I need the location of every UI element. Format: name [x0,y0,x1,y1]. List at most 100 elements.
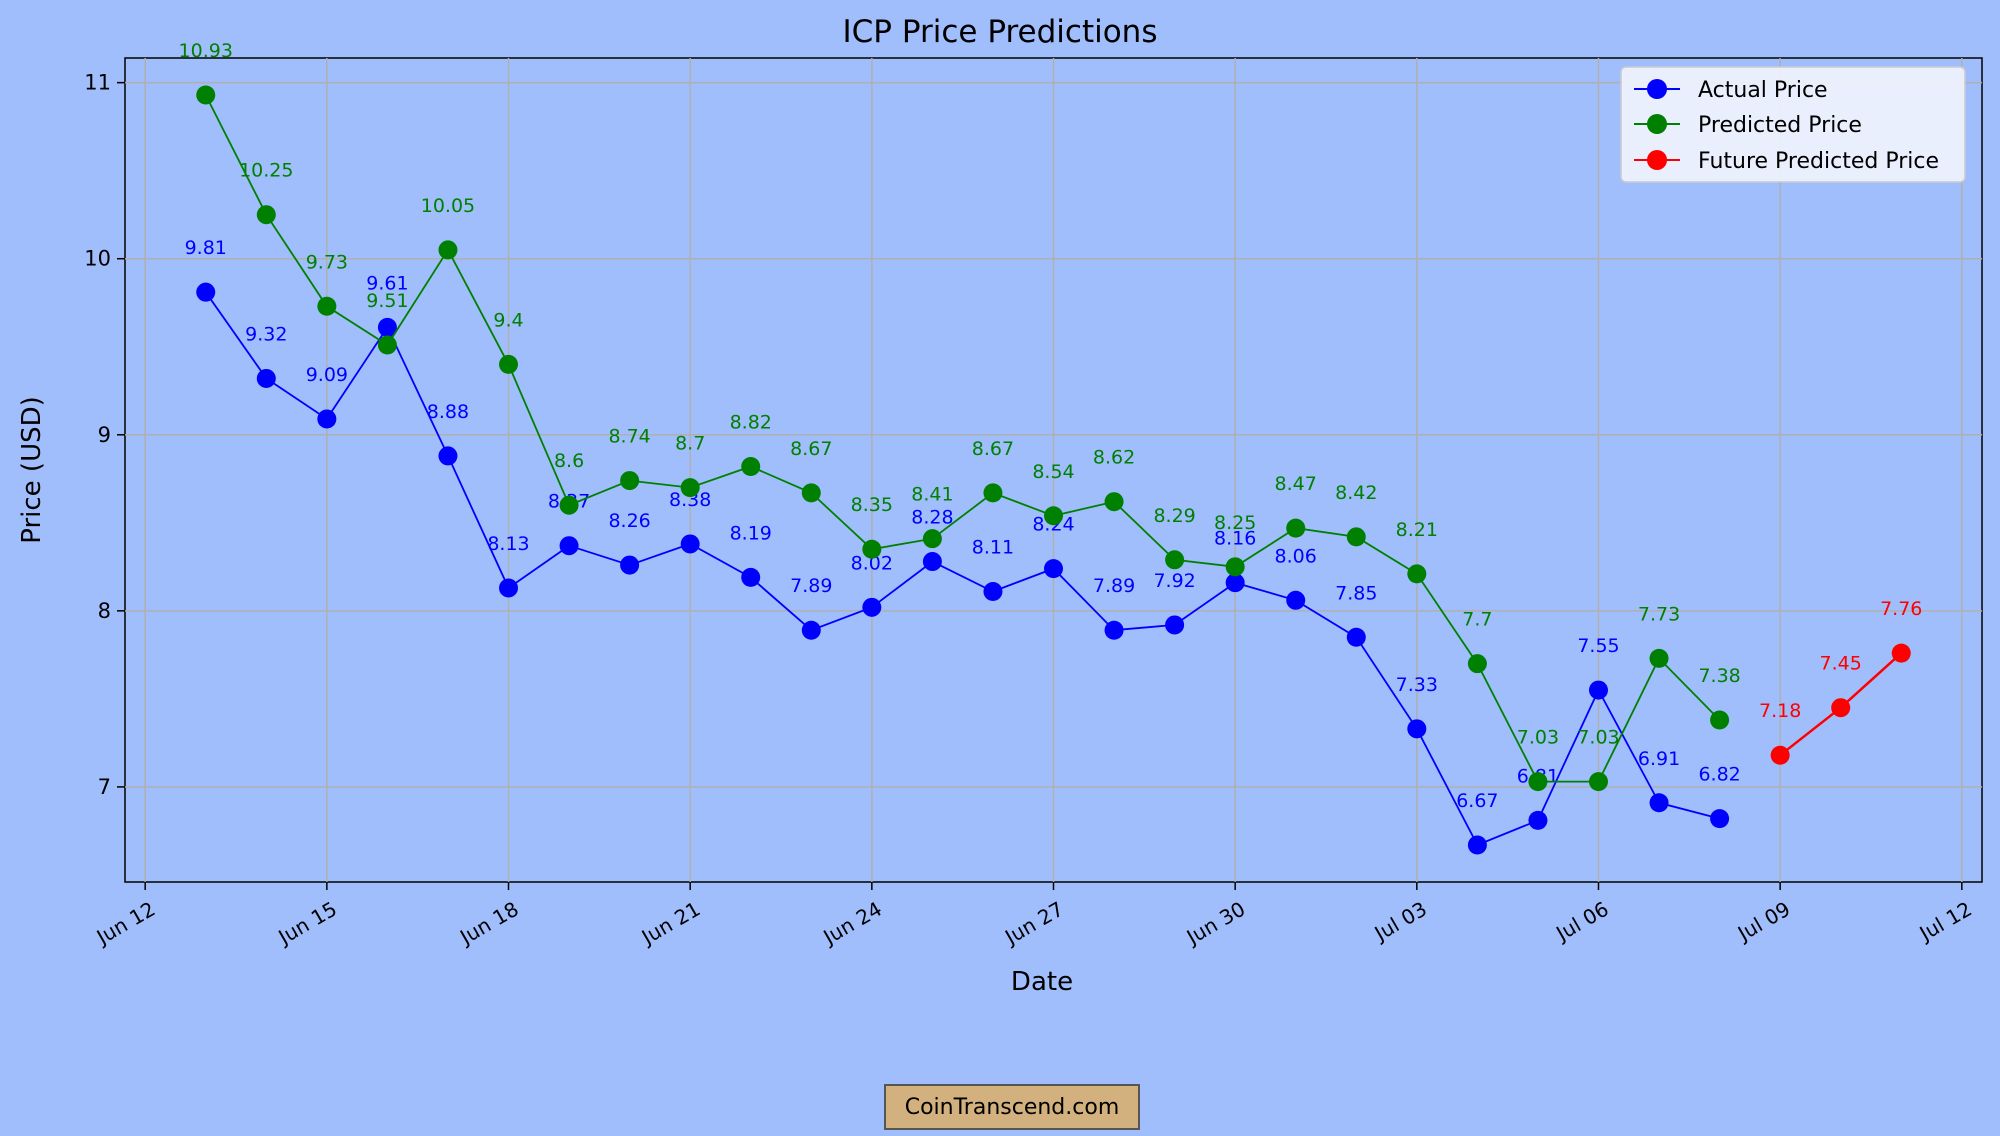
data-point [438,446,458,466]
data-point [1346,527,1366,547]
data-point [1286,518,1306,538]
data-point [1165,550,1185,570]
data-label: 8.41 [911,484,953,506]
data-point [499,354,519,374]
y-tick-label: 7 [98,775,111,799]
data-point [1407,564,1427,584]
data-point [1528,772,1548,792]
data-point [196,85,216,105]
data-point [1104,620,1124,640]
data-point [741,567,761,587]
x-tick-label: Jun 12 [91,897,159,950]
x-tick-label: Jul 12 [1914,897,1976,947]
data-label: 8.7 [675,433,705,455]
data-label: 8.29 [1153,505,1195,527]
data-label: 7.55 [1577,635,1619,657]
x-tick-label: Jun 18 [454,897,522,950]
data-label: 7.89 [1093,575,1135,597]
data-label: 8.67 [972,438,1014,460]
y-tick-label: 10 [84,247,111,271]
data-point [922,529,942,549]
data-label: 7.76 [1880,598,1922,620]
data-label: 8.25 [1214,512,1256,534]
data-point [922,552,942,572]
legend-entry-predicted: Predicted Price [1634,113,1862,138]
series-1: 10.93 10.25 9.73 9.51 10.05 9.4 8.6 8.74 8.7 8.82… [179,40,1741,792]
data-point [1831,698,1851,718]
x-tick-label: Jun 15 [273,897,341,950]
data-label: 8.28 [911,507,953,529]
x-tick-label: Jul 06 [1550,897,1612,947]
data-point [1710,809,1730,829]
data-point [1891,643,1911,663]
data-point [256,205,276,225]
data-point [1165,615,1185,635]
data-point [1467,835,1487,855]
data-point [862,539,882,559]
data-label: 10.93 [179,40,233,62]
data-point [620,471,640,491]
data-label: 8.26 [608,510,650,532]
data-point [1225,557,1245,577]
legend-label-future: Future Predicted Price [1698,149,1939,174]
watermark-badge: CoinTranscend.com [884,1084,1140,1130]
y-tick-label: 9 [98,423,111,447]
data-label: 6.67 [1456,790,1498,812]
data-point [317,409,337,429]
data-point [317,296,337,316]
data-label: 7.03 [1577,727,1619,749]
data-point [1528,810,1548,830]
data-point [559,495,579,515]
data-label: 8.67 [790,438,832,460]
data-label: 7.89 [790,575,832,597]
data-point [801,620,821,640]
data-point [1710,710,1730,730]
data-label: 8.21 [1396,519,1438,541]
series-2: 7.18 7.45 7.76 [1759,598,1922,765]
legend-label-actual: Actual Price [1698,78,1828,103]
data-label: 8.42 [1335,482,1377,504]
data-point [438,240,458,260]
y-axis-label: Price (USD) [17,396,47,544]
x-tick-label: Jun 21 [636,897,704,950]
data-label: 8.35 [851,494,893,516]
data-label: 7.45 [1820,653,1862,675]
data-point [1770,745,1790,765]
data-label: 7.92 [1153,570,1195,592]
data-point [680,534,700,554]
data-label: 8.82 [730,411,772,433]
y-tick-label: 11 [84,71,111,95]
data-point [1588,680,1608,700]
data-point [741,456,761,476]
x-tick-label: Jul 03 [1369,897,1431,947]
data-point [862,597,882,617]
data-point [801,483,821,503]
data-point [377,335,397,355]
data-point [680,478,700,498]
y-tick-label: 8 [98,599,111,623]
x-tick-label: Jun 30 [1181,897,1249,950]
data-label: 9.09 [306,364,348,386]
data-label: 9.61 [366,272,408,294]
data-point [1649,793,1669,813]
data-point [1588,772,1608,792]
data-point [256,368,276,388]
data-label: 7.85 [1335,582,1377,604]
legend-label-predicted: Predicted Price [1698,113,1862,138]
data-point [1407,719,1427,739]
data-point [499,578,519,598]
series-line [204,94,1721,783]
data-label: 7.7 [1462,609,1492,631]
data-point [620,555,640,575]
data-label: 7.73 [1638,603,1680,625]
data-label: 8.13 [487,533,529,555]
data-label: 7.33 [1396,674,1438,696]
data-point [1346,627,1366,647]
data-label: 9.73 [306,251,348,273]
data-label: 8.06 [1275,545,1317,567]
data-label: 8.38 [669,489,711,511]
grid [125,58,1982,882]
data-label: 8.62 [1093,447,1135,469]
data-point [983,581,1003,601]
